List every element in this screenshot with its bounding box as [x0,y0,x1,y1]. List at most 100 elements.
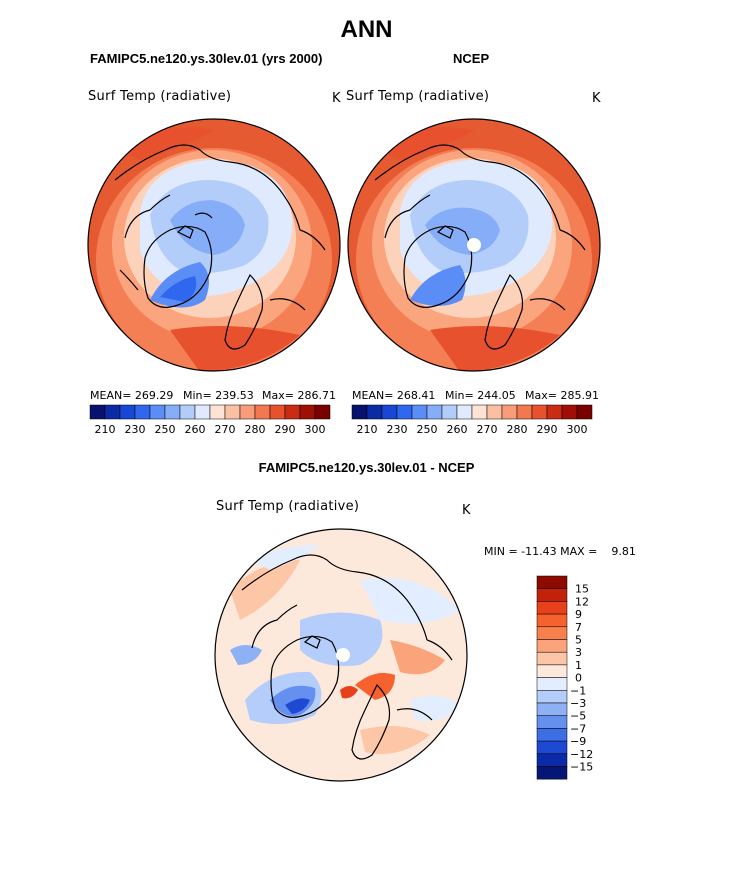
diff-colorbar-tick-label: −12 [570,748,593,761]
right-colorbar-box [546,404,563,420]
left-units: K [332,91,341,106]
right-colorbar-box [366,404,383,420]
right-colorbar-tick-label: 260 [447,423,468,436]
right-stats-max: Max= 285.91 [525,389,599,402]
left-colorbar-tick-label: 280 [245,423,266,436]
diff-colorbar-box [536,588,568,602]
right-colorbar-box [411,404,428,420]
diff-colorbar-tick-label: −9 [570,735,586,748]
diff-units: K [462,503,471,518]
left-colorbar-box [269,404,286,420]
diff-colorbar-tick-label: 12 [575,595,589,608]
left-colorbar-tick-label: 250 [155,423,176,436]
diff-case-label: FAMIPC5.ne120.ys.30lev.01 - NCEP [258,460,475,475]
right-colorbar-tick-label: 250 [417,423,438,436]
right-colorbar-box [471,404,488,420]
left-colorbar-tick-label: 230 [125,423,146,436]
left-colorbar-box [119,404,136,420]
left-colorbar-box [104,404,121,420]
left-map-border [87,118,341,372]
right-colorbar-box [426,404,443,420]
diff-colorbar-box [536,715,568,729]
diff-colorbar-tick-label: 9 [575,608,582,621]
right-colorbar-box [441,404,458,420]
left-colorbar-box [254,404,271,420]
left-stats-min: Min= 239.53 [183,389,254,402]
diff-colorbar-tick-label: 15 [575,583,589,596]
diff-colorbar-box [536,664,568,678]
diff-colorbar-box [536,613,568,628]
diff-colorbar-tick-label: 5 [575,634,582,647]
left-colorbar-box [164,404,181,420]
right-colorbar-box [576,404,593,420]
left-colorbar-box [194,404,211,420]
diff-variable-title: Surf Temp (radiative) [216,499,360,514]
diff-colorbar-box [536,740,568,755]
right-case-label: NCEP [453,51,490,66]
diff-colorbar-box [536,677,568,691]
right-colorbar-box [561,404,578,420]
right-colorbar-box [486,404,503,420]
diff-colorbar-box [536,626,568,640]
diff-minmax: MIN = -11.43 MAX = 9.81 [484,545,636,558]
left-stats-max: Max= 286.71 [262,389,336,402]
left-colorbar-box [89,404,106,420]
diff-colorbar-box [536,601,568,615]
left-case-label: FAMIPC5.ne120.ys.30lev.01 (yrs 2000) [90,51,323,66]
right-colorbar-box [396,404,413,420]
right-colorbar-tick-label: 300 [567,423,588,436]
main-title: ANN [340,16,393,43]
right-pole-mask [467,238,481,252]
right-colorbar-tick-label: 290 [537,423,558,436]
diff-colorbar-tick-label: −15 [570,761,593,774]
diff-colorbar-box [536,702,568,716]
left-colorbar-tick-label: 270 [215,423,236,436]
diff-colorbar-box [536,639,568,653]
left-colorbar-box [224,404,241,420]
diff-colorbar-box [536,728,568,742]
diff-polar-map [215,529,467,781]
diff-colorbar-tick-label: −3 [570,697,586,710]
diff-colorbar-box [536,651,568,666]
left-colorbar-box [134,404,151,420]
diff-colorbar-tick-label: −5 [570,710,586,723]
left-colorbar-box [209,404,226,420]
left-colorbar-box [149,404,166,420]
right-polar-map [348,119,600,371]
diff-colorbar-tick-label: −1 [570,684,586,697]
diff-colorbar-box [536,575,568,589]
left-polar-map [88,119,340,371]
diff-colorbar-tick-label: 7 [575,621,582,634]
diff-map-border [214,528,468,782]
left-colorbar: 210 230 250 260 270 280 290 300 [89,404,331,436]
right-stats-min: Min= 244.05 [445,389,516,402]
diff-colorbar-tick-label: 1 [575,659,582,672]
right-colorbar-tick-label: 210 [357,423,378,436]
left-colorbar-tick-label: 290 [275,423,296,436]
left-colorbar-box [284,404,301,420]
diff-colorbar-tick-label: 0 [575,672,582,685]
right-colorbar: 210 230 250 260 270 280 290 300 [351,404,593,436]
left-colorbar-box [179,404,196,420]
left-colorbar-tick-label: 210 [95,423,116,436]
left-colorbar-box [239,404,256,420]
right-units: K [592,91,601,106]
right-colorbar-tick-label: 280 [507,423,528,436]
right-colorbar-box [381,404,398,420]
right-colorbar-box [501,404,518,420]
left-colorbar-box [314,404,331,420]
left-stats-mean: MEAN= 269.29 [90,389,174,402]
right-colorbar-box [351,404,368,420]
left-variable-title: Surf Temp (radiative) [88,89,232,104]
right-map-border [347,118,601,372]
diff-colorbar-box [536,690,568,704]
diff-colorbar-tick-label: 3 [575,646,582,659]
right-colorbar-box [516,404,533,420]
left-colorbar-tick-label: 260 [185,423,206,436]
right-colorbar-tick-label: 230 [387,423,408,436]
right-colorbar-tick-label: 270 [477,423,498,436]
right-colorbar-box [531,404,548,420]
diff-pole-mask [336,648,350,662]
